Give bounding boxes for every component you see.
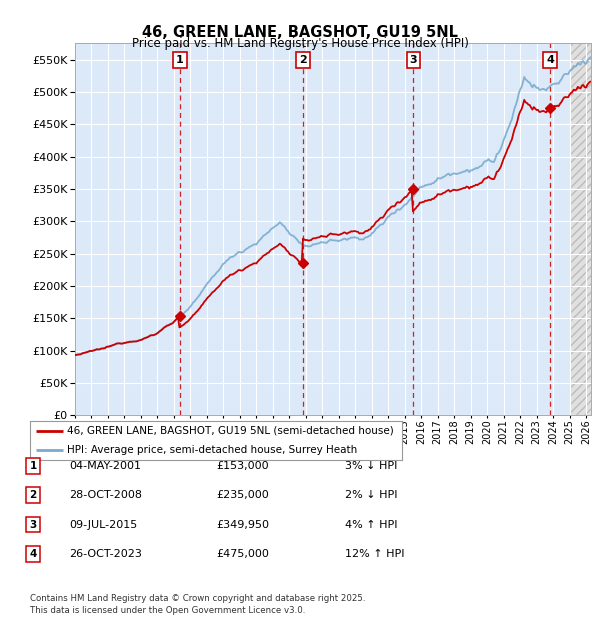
Text: 09-JUL-2015: 09-JUL-2015 (69, 520, 137, 529)
Text: 3: 3 (410, 55, 417, 65)
Text: 1: 1 (29, 461, 37, 471)
Text: £475,000: £475,000 (216, 549, 269, 559)
Text: 4% ↑ HPI: 4% ↑ HPI (345, 520, 398, 529)
Text: Contains HM Land Registry data © Crown copyright and database right 2025.
This d: Contains HM Land Registry data © Crown c… (30, 594, 365, 615)
Text: 2% ↓ HPI: 2% ↓ HPI (345, 490, 398, 500)
Text: 04-MAY-2001: 04-MAY-2001 (69, 461, 141, 471)
Text: 46, GREEN LANE, BAGSHOT, GU19 5NL (semi-detached house): 46, GREEN LANE, BAGSHOT, GU19 5NL (semi-… (67, 426, 394, 436)
Text: HPI: Average price, semi-detached house, Surrey Heath: HPI: Average price, semi-detached house,… (67, 445, 358, 455)
Text: £235,000: £235,000 (216, 490, 269, 500)
Text: 12% ↑ HPI: 12% ↑ HPI (345, 549, 404, 559)
Text: £349,950: £349,950 (216, 520, 269, 529)
Text: 4: 4 (29, 549, 37, 559)
Text: 28-OCT-2008: 28-OCT-2008 (69, 490, 142, 500)
Text: 3% ↓ HPI: 3% ↓ HPI (345, 461, 397, 471)
Text: £153,000: £153,000 (216, 461, 269, 471)
Text: 2: 2 (299, 55, 307, 65)
Bar (569, 43, 591, 415)
Text: Price paid vs. HM Land Registry's House Price Index (HPI): Price paid vs. HM Land Registry's House … (131, 37, 469, 50)
Text: 2: 2 (29, 490, 37, 500)
Text: 4: 4 (546, 55, 554, 65)
Text: 26-OCT-2023: 26-OCT-2023 (69, 549, 142, 559)
Text: 1: 1 (176, 55, 184, 65)
Text: 3: 3 (29, 520, 37, 529)
Bar (569, 43, 591, 415)
Text: 46, GREEN LANE, BAGSHOT, GU19 5NL: 46, GREEN LANE, BAGSHOT, GU19 5NL (142, 25, 458, 40)
